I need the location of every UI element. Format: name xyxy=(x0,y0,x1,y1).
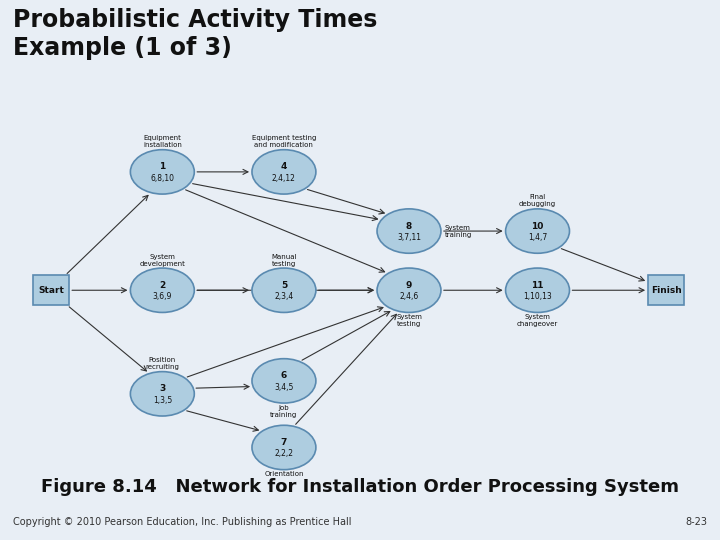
Text: 8-23: 8-23 xyxy=(685,517,707,526)
Text: 1: 1 xyxy=(159,163,166,172)
Text: System
testing: System testing xyxy=(396,314,422,327)
Ellipse shape xyxy=(505,268,570,313)
Ellipse shape xyxy=(252,359,316,403)
Text: 3,6,9: 3,6,9 xyxy=(153,292,172,301)
Ellipse shape xyxy=(252,268,316,313)
Text: Probabilistic Activity Times
Example (1 of 3): Probabilistic Activity Times Example (1 … xyxy=(13,8,377,60)
Text: Finish: Finish xyxy=(651,286,681,295)
Ellipse shape xyxy=(252,426,316,470)
Text: Position
recruiting: Position recruiting xyxy=(145,357,179,370)
Text: Start: Start xyxy=(38,286,64,295)
Text: 2,4,12: 2,4,12 xyxy=(272,173,296,183)
Text: 9: 9 xyxy=(406,281,412,290)
Text: System
development: System development xyxy=(140,254,185,267)
Text: 4: 4 xyxy=(281,163,287,172)
Text: 11: 11 xyxy=(531,281,544,290)
Text: Copyright © 2010 Pearson Education, Inc. Publishing as Prentice Hall: Copyright © 2010 Pearson Education, Inc.… xyxy=(13,517,351,526)
Text: 5: 5 xyxy=(281,281,287,290)
Text: Final
debugging: Final debugging xyxy=(519,194,556,207)
Text: 7: 7 xyxy=(281,438,287,447)
Text: 1,3,5: 1,3,5 xyxy=(153,395,172,404)
Text: 2,3,4: 2,3,4 xyxy=(274,292,294,301)
Text: System
training: System training xyxy=(444,225,472,238)
Text: System
changeover: System changeover xyxy=(517,314,558,327)
FancyBboxPatch shape xyxy=(33,275,69,305)
Text: Equipment
installation: Equipment installation xyxy=(143,135,181,148)
Text: 3,4,5: 3,4,5 xyxy=(274,382,294,392)
Ellipse shape xyxy=(377,268,441,313)
Ellipse shape xyxy=(130,268,194,313)
Text: 1,10,13: 1,10,13 xyxy=(523,292,552,301)
Text: 8: 8 xyxy=(406,222,412,231)
Ellipse shape xyxy=(252,150,316,194)
Text: 3: 3 xyxy=(159,384,166,394)
Text: 2: 2 xyxy=(159,281,166,290)
Text: 6: 6 xyxy=(281,372,287,381)
Text: 2,2,2: 2,2,2 xyxy=(274,449,294,458)
Ellipse shape xyxy=(377,209,441,253)
Ellipse shape xyxy=(130,372,194,416)
Text: 2,4,6: 2,4,6 xyxy=(400,292,418,301)
Text: 10: 10 xyxy=(531,222,544,231)
Text: Figure 8.14   Network for Installation Order Processing System: Figure 8.14 Network for Installation Ord… xyxy=(41,478,679,496)
Ellipse shape xyxy=(130,150,194,194)
Text: Equipment testing
and modification: Equipment testing and modification xyxy=(252,135,316,148)
Text: 1,4,7: 1,4,7 xyxy=(528,233,547,242)
Text: 3,7,11: 3,7,11 xyxy=(397,233,421,242)
Text: 6,8,10: 6,8,10 xyxy=(150,173,174,183)
FancyBboxPatch shape xyxy=(648,275,684,305)
Text: Manual
testing: Manual testing xyxy=(271,254,297,267)
Text: Job
training: Job training xyxy=(270,404,297,417)
Ellipse shape xyxy=(505,209,570,253)
Text: Orientation: Orientation xyxy=(264,471,304,477)
